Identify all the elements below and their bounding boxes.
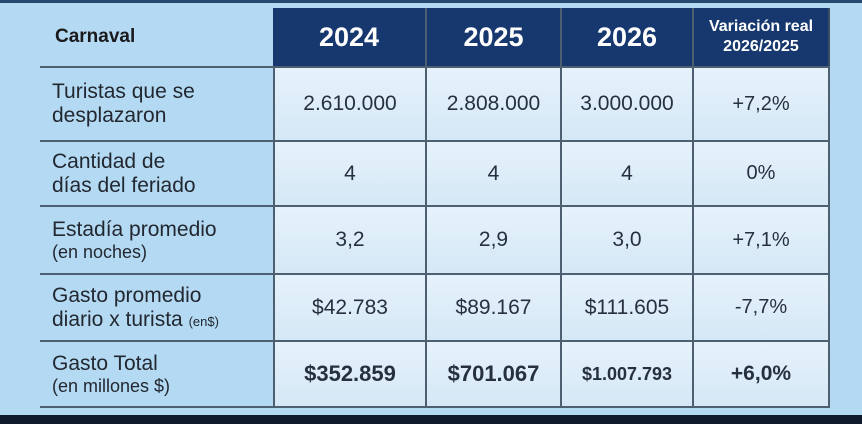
table-cell-gasto-promedio-2024: $42.783 (273, 273, 425, 340)
table-cell-turistas-2024: 2.610.000 (273, 66, 425, 140)
table-cell-gasto-promedio-variation: -7,7% (692, 273, 830, 340)
carnaval-data-table: Carnaval 2024 2025 2026 Variación real 2… (40, 8, 830, 408)
column-header-2026: 2026 (560, 8, 692, 66)
table-cell-gasto-total-2024: $352.859 (273, 340, 425, 408)
top-border-line (0, 0, 862, 3)
row-label-estadia: Estadía promedio (en noches) (40, 205, 273, 273)
column-header-variation: Variación real 2026/2025 (692, 8, 830, 66)
column-header-2024: 2024 (273, 8, 425, 66)
table-cell-gasto-promedio-2026: $111.605 (560, 273, 692, 340)
bottom-border-bar (0, 415, 862, 424)
row-label-gasto-promedio: Gasto promedio diario x turista (en$) (40, 273, 273, 340)
table-cell-dias-2026: 4 (560, 140, 692, 205)
table-cell-estadia-2025: 2,9 (425, 205, 560, 273)
table-cell-dias-2024: 4 (273, 140, 425, 205)
variation-header-line1: Variación real (708, 18, 814, 35)
row-label-turistas: Turistas que se desplazaron (40, 66, 273, 140)
row-label-dias-feriado: Cantidad de días del feriado (40, 140, 273, 205)
table-cell-estadia-2024: 3,2 (273, 205, 425, 273)
column-header-2025: 2025 (425, 8, 560, 66)
table-cell-estadia-variation: +7,1% (692, 205, 830, 273)
variation-header-line2: 2026/2025 (723, 38, 799, 55)
table-cell-gasto-total-2026: $1.007.793 (560, 340, 692, 408)
table-title: Carnaval (55, 26, 136, 47)
table-cell-estadia-2026: 3,0 (560, 205, 692, 273)
table-cell-dias-variation: 0% (692, 140, 830, 205)
table-cell-turistas-2025: 2.808.000 (425, 66, 560, 140)
table-cell-gasto-total-variation: +6,0% (692, 340, 830, 408)
gasto-promedio-unit: (en$) (188, 313, 219, 329)
table-cell-turistas-variation: +7,2% (692, 66, 830, 140)
table-cell-gasto-promedio-2025: $89.167 (425, 273, 560, 340)
row-label-gasto-total: Gasto Total (en millones $) (40, 340, 273, 408)
table-cell-dias-2025: 4 (425, 140, 560, 205)
table-cell-turistas-2026: 3.000.000 (560, 66, 692, 140)
table-cell-gasto-total-2025: $701.067 (425, 340, 560, 408)
